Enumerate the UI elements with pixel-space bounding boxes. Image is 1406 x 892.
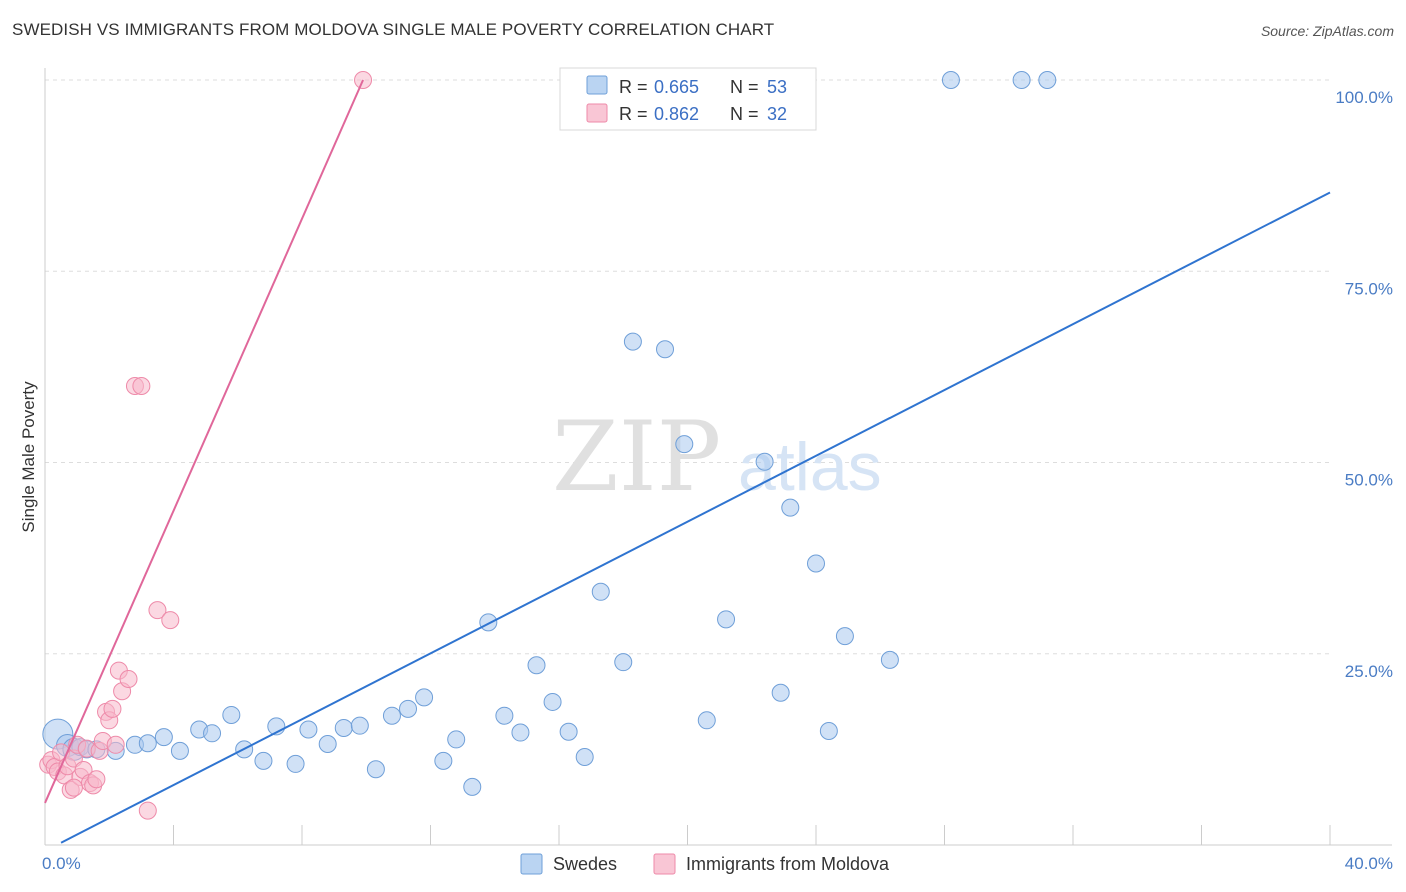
point-swedes	[697, 711, 716, 730]
point-swedes	[479, 613, 498, 632]
point-moldova	[106, 735, 125, 754]
x-tick-label: 40.0%	[1345, 854, 1393, 873]
series-swatch-swedes	[520, 853, 543, 875]
legend-swatch-moldova	[586, 103, 608, 123]
point-swedes	[286, 754, 305, 773]
trend-lines	[44, 79, 1331, 844]
data-points	[39, 71, 1057, 820]
point-swedes	[575, 748, 594, 767]
point-swedes	[835, 627, 854, 646]
point-swedes	[154, 728, 173, 747]
point-swedes	[382, 706, 401, 725]
point-swedes	[781, 498, 800, 517]
legend-n-label: N =	[730, 77, 759, 97]
point-swedes	[880, 650, 899, 669]
point-swedes	[511, 723, 530, 742]
point-swedes	[623, 332, 642, 351]
point-moldova	[148, 601, 167, 620]
series-swatch-moldova	[653, 853, 676, 875]
axes	[44, 68, 1392, 846]
point-swedes	[399, 699, 418, 718]
point-swedes	[415, 688, 434, 707]
point-swedes	[771, 683, 790, 702]
point-moldova	[103, 699, 122, 718]
point-swedes	[318, 735, 337, 754]
point-swedes	[334, 718, 353, 737]
trend-line-moldova	[44, 79, 364, 804]
point-swedes	[941, 71, 960, 89]
legend-n-label: N =	[730, 104, 759, 124]
legend-n-value: 53	[767, 77, 787, 97]
point-moldova	[119, 669, 138, 688]
point-swedes	[807, 554, 825, 573]
point-swedes	[434, 751, 453, 770]
point-swedes	[1038, 71, 1057, 89]
point-swedes	[350, 716, 369, 735]
legend-r-value: 0.862	[654, 104, 699, 124]
x-tick-label: 0.0%	[42, 854, 81, 873]
y-tick-label: 25.0%	[1345, 662, 1393, 681]
point-swedes	[170, 741, 189, 760]
point-moldova	[132, 377, 151, 395]
watermark-zip: ZIP	[552, 401, 721, 513]
point-moldova	[161, 611, 180, 630]
point-swedes	[717, 610, 736, 629]
point-swedes	[299, 720, 318, 739]
watermark: ZIP atlas	[552, 401, 882, 513]
point-swedes	[614, 653, 633, 672]
legend-r-label: R =	[619, 77, 648, 97]
x-tick-labels: 0.0% 40.0%	[42, 854, 1393, 873]
point-swedes	[203, 724, 222, 743]
chart-title: SWEDISH VS IMMIGRANTS FROM MOLDOVA SINGL…	[12, 20, 775, 39]
point-swedes	[543, 692, 562, 711]
stats-legend: R = 0.665 N = 53 R = 0.862 N = 32	[559, 67, 817, 131]
point-moldova	[138, 801, 157, 820]
legend-r-label: R =	[619, 104, 648, 124]
point-swedes	[222, 705, 241, 724]
y-tick-labels: 25.0% 50.0% 75.0% 100.0%	[1335, 88, 1393, 681]
y-tick-label: 100.0%	[1335, 88, 1393, 107]
point-swedes	[591, 582, 610, 601]
legend-swatch-swedes	[586, 75, 608, 95]
point-swedes	[138, 734, 157, 753]
y-tick-label: 50.0%	[1345, 471, 1393, 490]
point-moldova	[87, 770, 106, 789]
y-axis-label: Single Male Poverty	[19, 381, 38, 533]
legend-n-value: 32	[767, 104, 787, 124]
point-swedes	[495, 706, 514, 725]
point-swedes	[656, 340, 675, 359]
point-swedes	[1012, 71, 1031, 89]
point-swedes	[447, 730, 466, 749]
trend-line-swedes	[60, 191, 1331, 844]
point-swedes	[366, 760, 385, 779]
y-tick-label: 75.0%	[1345, 279, 1393, 298]
point-moldova	[64, 778, 83, 797]
series-label-swedes: Swedes	[553, 854, 617, 874]
series-label-moldova: Immigrants from Moldova	[686, 854, 890, 874]
source-credit: Source: ZipAtlas.com	[1260, 23, 1394, 39]
point-swedes	[755, 452, 774, 471]
point-swedes	[819, 722, 838, 741]
legend-r-value: 0.665	[654, 77, 699, 97]
point-swedes	[254, 751, 273, 770]
series-legend: Swedes Immigrants from Moldova	[520, 853, 890, 875]
point-swedes	[559, 722, 578, 741]
point-swedes	[527, 656, 546, 675]
point-swedes	[675, 435, 694, 454]
point-swedes	[463, 777, 482, 796]
